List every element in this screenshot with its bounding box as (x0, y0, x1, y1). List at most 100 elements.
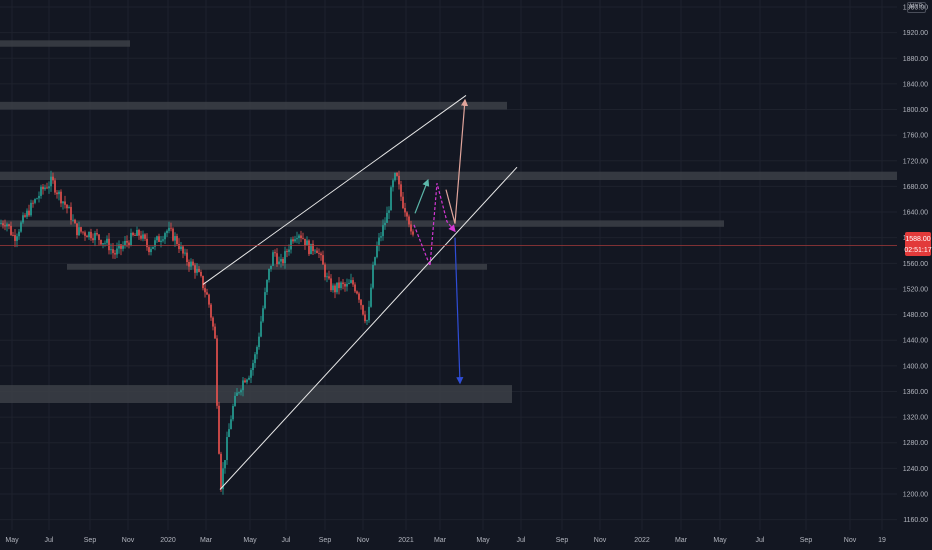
candle (342, 278, 344, 290)
projection-arrow (445, 98, 469, 224)
candle (396, 172, 398, 177)
price-axis[interactable]: 1160.00 1200.00 1240.00 1280.00 1320.00 1360.… (897, 0, 932, 550)
sr-zone (0, 385, 512, 404)
candle (218, 401, 220, 455)
projection-arrow (454, 237, 464, 385)
candle (316, 247, 318, 254)
candle (222, 462, 224, 495)
candle (12, 231, 14, 237)
candle (64, 195, 66, 209)
candle (16, 233, 18, 248)
candle (338, 277, 340, 295)
candle (62, 200, 64, 210)
candle (280, 253, 282, 268)
candle (226, 431, 228, 465)
candle (100, 239, 102, 246)
x-tick-label: 2020 (160, 537, 176, 544)
candle (306, 236, 308, 246)
y-tick-label: 1400.00 (903, 363, 928, 370)
candle (336, 282, 338, 295)
candle (392, 178, 394, 192)
candle (348, 279, 350, 285)
candle (356, 290, 358, 295)
candle (250, 368, 252, 384)
candle (44, 184, 46, 191)
candle (56, 190, 58, 199)
candle (60, 189, 62, 208)
candle (192, 259, 194, 266)
y-tick-label: 1720.00 (903, 158, 928, 165)
x-tick-label: 2022 (634, 537, 650, 544)
candle (120, 243, 122, 256)
y-tick-label: 1520.00 (903, 286, 928, 293)
candle (300, 230, 302, 243)
x-tick-label: May (243, 537, 257, 544)
candle (358, 291, 360, 303)
candle (0, 219, 2, 225)
candle (90, 228, 92, 241)
candle (186, 249, 188, 266)
candle (142, 230, 144, 242)
candle (124, 235, 126, 249)
candle (86, 234, 88, 238)
time-axis[interactable]: May Jul Sep Nov 2020 Mar May Jul Sep Nov 2021 Mar Ma… (0, 530, 932, 550)
y-tick-label: 1200.00 (903, 492, 928, 499)
candle (298, 233, 300, 245)
candle (152, 246, 154, 250)
candle (322, 250, 324, 265)
y-tick-label: 1320.00 (903, 415, 928, 422)
candle (98, 234, 100, 246)
currency-badge[interactable]: MYR (906, 2, 926, 13)
candle (326, 272, 328, 283)
candle (24, 213, 26, 218)
candle (386, 206, 388, 223)
candle (32, 200, 34, 208)
sr-zone (0, 40, 130, 47)
trend-layer (0, 95, 905, 490)
candle (204, 281, 206, 298)
candle (184, 248, 186, 256)
candle (380, 231, 382, 242)
candle (366, 319, 368, 326)
candle (4, 219, 6, 231)
candle (334, 283, 336, 299)
candle (208, 293, 210, 308)
candle (410, 220, 412, 235)
projection-arrow (414, 178, 430, 214)
candle (18, 228, 20, 240)
candle (246, 378, 248, 385)
candle (6, 222, 8, 232)
candle (258, 332, 260, 350)
last-price-value: 1588.00 (905, 236, 930, 243)
candle (46, 182, 48, 190)
y-tick-label: 1440.00 (903, 338, 928, 345)
candle (34, 198, 36, 205)
candle (96, 228, 98, 237)
candle (252, 359, 254, 376)
candle (174, 232, 176, 247)
candle (260, 315, 262, 338)
countdown-value: 02:51:17 (904, 247, 931, 254)
candle (36, 197, 38, 200)
price-axis-bg (897, 0, 932, 550)
candle (158, 233, 160, 243)
candle (162, 235, 164, 243)
candle (384, 217, 386, 230)
y-tick-label: 1960.00 (903, 5, 928, 12)
candle (92, 233, 94, 244)
candle (94, 230, 96, 247)
candle (134, 233, 136, 237)
candle (308, 239, 310, 257)
candle (368, 300, 370, 323)
y-tick-label: 1840.00 (903, 81, 928, 88)
candle (262, 305, 264, 323)
x-tick-label: Jul (282, 537, 291, 544)
x-tick-label: May (713, 537, 727, 544)
candle (20, 220, 22, 233)
candle (82, 231, 84, 235)
candle (354, 282, 356, 294)
arrow-layer (413, 98, 469, 385)
candle (14, 229, 16, 248)
candle (400, 180, 402, 202)
